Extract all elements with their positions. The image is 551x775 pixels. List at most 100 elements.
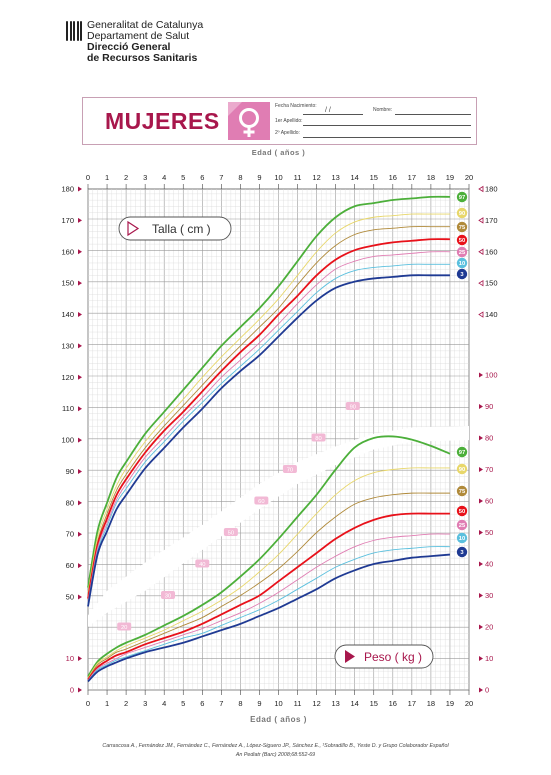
citation-line-1: Carrascosa A., Fernández JM., Fernández … xyxy=(102,743,449,749)
talla-left-tick-label: 160 xyxy=(61,247,74,256)
x-tick-label-bottom: 6 xyxy=(200,699,204,708)
peso-left-marker-icon xyxy=(78,656,82,661)
talla-badge-label-p90: 90 xyxy=(459,211,465,217)
talla-left-marker-icon xyxy=(78,249,82,255)
peso-badge-label-p75: 75 xyxy=(459,489,466,495)
x-tick-label-top: 2 xyxy=(124,173,128,182)
x-tick-label-top: 10 xyxy=(274,173,282,182)
org-line-4: de Recursos Sanitaris xyxy=(87,52,198,64)
talla-pill xyxy=(118,216,232,241)
peso-left-tick-label: 10 xyxy=(66,654,74,663)
peso-right-tick-label: 100 xyxy=(485,371,498,380)
talla-badge-p10 xyxy=(456,257,468,269)
talla-left-tick-label: 80 xyxy=(66,498,74,507)
peso-badge-p75 xyxy=(456,485,468,497)
peso-right-marker-icon xyxy=(479,561,483,567)
peso-badge-p50 xyxy=(456,505,468,517)
edad-top-label: Edad ( años ) xyxy=(252,148,306,157)
name-field[interactable] xyxy=(395,114,471,115)
talla-left-tick-label: 150 xyxy=(61,279,74,288)
birth-date-separator: / / xyxy=(325,107,331,114)
org-line-1: Generalitat de Catalunya xyxy=(87,19,204,31)
talla-line-p3 xyxy=(87,274,450,607)
talla-left-marker-icon xyxy=(78,531,82,537)
talla-left-marker-icon xyxy=(78,594,82,600)
chart-axes: 0011223344556677889910101111121213131414… xyxy=(61,173,497,708)
patient-header-box: MUJERES Fecha Nacimiento: / / Nombre: 1e… xyxy=(82,97,477,145)
peso-right-tick-label: 40 xyxy=(485,560,493,569)
talla-left-tick-label: 130 xyxy=(61,341,74,350)
x-tick-label-top: 3 xyxy=(143,173,147,182)
talla-badge-p75 xyxy=(456,221,468,233)
x-tick-label-bottom: 9 xyxy=(257,699,261,708)
talla-right-marker-icon xyxy=(478,185,484,193)
surname2-label: 2º Apellido: xyxy=(275,130,300,136)
talla-curves xyxy=(87,195,450,607)
peso-left-marker-icon xyxy=(78,687,82,693)
talla-badge-label-p25: 25 xyxy=(459,250,466,256)
x-tick-label-top: 13 xyxy=(331,173,339,182)
chart-title: MUJERES xyxy=(105,108,220,134)
peso-right-marker-icon xyxy=(479,435,483,441)
x-tick-label-top: 18 xyxy=(427,173,435,182)
x-tick-label-top: 17 xyxy=(408,173,416,182)
peso-band-tag xyxy=(345,402,360,410)
x-tick-label-top: 8 xyxy=(238,173,242,182)
x-tick-label-bottom: 17 xyxy=(408,699,416,708)
surname2-field[interactable] xyxy=(303,137,471,138)
talla-badge-label-p10: 10 xyxy=(459,261,465,267)
peso-right-marker-icon xyxy=(479,624,483,630)
x-tick-label-bottom: 13 xyxy=(331,699,339,708)
talla-right-tick-label: 170 xyxy=(485,216,498,225)
talla-line-p25 xyxy=(87,251,450,602)
birth-date-field[interactable] xyxy=(303,114,363,115)
talla-left-marker-icon xyxy=(78,217,82,223)
x-tick-label-bottom: 2 xyxy=(124,699,128,708)
peso-play-icon xyxy=(345,650,355,663)
x-tick-label-bottom: 11 xyxy=(294,699,302,708)
peso-right-marker-icon xyxy=(479,498,483,504)
female-symbol-icon xyxy=(228,102,270,140)
peso-badge-label-p50: 50 xyxy=(459,509,465,515)
talla-left-tick-label: 90 xyxy=(66,467,74,476)
peso-label: Peso ( kg ) xyxy=(364,650,422,664)
x-tick-label-top: 1 xyxy=(105,173,109,182)
talla-left-marker-icon xyxy=(78,468,82,474)
x-tick-label-top: 0 xyxy=(86,173,90,182)
peso-right-marker-icon xyxy=(479,656,483,661)
chart-labels: 20 30 40 50 60 70 80 90 Edad ( años ) Edad ( años… xyxy=(117,148,434,724)
talla-left-marker-icon xyxy=(78,500,82,506)
x-tick-label-bottom: 14 xyxy=(351,699,359,708)
talla-badge-p25 xyxy=(456,246,468,258)
peso-band-tag xyxy=(223,528,238,536)
peso-badge-p3 xyxy=(456,546,468,558)
talla-left-tick-label: 170 xyxy=(61,216,74,225)
peso-right-marker-icon xyxy=(479,404,483,409)
talla-left-marker-icon xyxy=(78,186,82,192)
peso-right-marker-icon xyxy=(479,687,483,693)
x-tick-label-bottom: 10 xyxy=(274,699,282,708)
surname1-field[interactable] xyxy=(303,125,471,126)
x-tick-label-bottom: 20 xyxy=(465,699,473,708)
talla-line-p90 xyxy=(87,213,450,593)
peso-pill xyxy=(334,644,434,669)
talla-right-tick-label: 150 xyxy=(485,279,498,288)
peso-right-tick-label: 80 xyxy=(485,434,493,443)
x-tick-label-top: 19 xyxy=(446,173,454,182)
org-name: Generalitat de Catalunya Departament de … xyxy=(87,20,203,64)
peso-right-marker-icon xyxy=(479,467,483,472)
peso-band-tag-label: 50 xyxy=(228,531,234,537)
talla-badge-p50 xyxy=(456,234,468,246)
peso-band-tag xyxy=(311,433,326,442)
x-tick-label-bottom: 1 xyxy=(105,699,109,708)
peso-badge-label-p25: 25 xyxy=(459,523,466,529)
peso-band-tag-label: 60 xyxy=(258,499,264,505)
talla-left-marker-icon xyxy=(78,406,82,412)
x-tick-label-top: 20 xyxy=(465,173,473,182)
talla-left-marker-icon xyxy=(78,280,82,286)
talla-left-tick-label: 120 xyxy=(61,373,74,382)
talla-line-p75 xyxy=(87,226,450,596)
talla-left-tick-label: 100 xyxy=(61,436,74,445)
talla-badge-p3 xyxy=(456,268,468,280)
